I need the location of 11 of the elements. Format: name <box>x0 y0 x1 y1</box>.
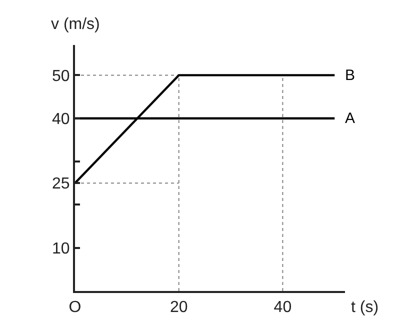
y-tick-label: 25 <box>52 176 70 193</box>
y-tick-label: 50 <box>52 68 70 85</box>
x-tick-label: O <box>68 299 82 316</box>
series-label: A <box>345 110 356 127</box>
y-tick-label: 40 <box>52 110 70 128</box>
y-axis-title: v (m/s) <box>51 16 100 33</box>
x-tick-label: 20 <box>170 299 188 316</box>
y-tick-label: 10 <box>52 240 70 258</box>
x-axis-title: t (s) <box>351 299 379 316</box>
series-label: B <box>345 67 356 84</box>
x-tick-label: 40 <box>274 299 292 316</box>
